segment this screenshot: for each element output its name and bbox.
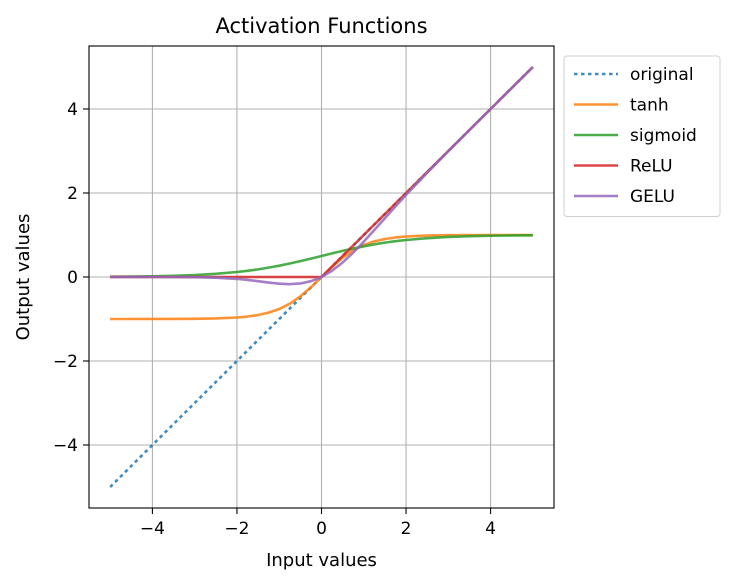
x-tick-label: −2 [224,519,249,539]
series-line-sigmoid [110,233,533,279]
y-tick-label: −2 [53,352,78,372]
x-tick-label: −4 [140,519,165,539]
legend-items: original tanh sigmoid ReLU GELU [574,65,697,207]
axis-ticks: −4 −2 0 2 4 −4 −2 0 2 4 [53,100,496,539]
y-tick-label: 2 [67,184,78,204]
y-tick-label: 4 [67,100,78,120]
legend-label-gelu: GELU [630,187,675,207]
legend: original tanh sigmoid ReLU GELU [563,55,721,217]
x-tick-label: 0 [316,519,327,539]
grid [89,46,554,508]
legend-box [563,55,721,217]
y-tick-label: 0 [67,268,78,288]
legend-label-sigmoid: sigmoid [630,126,697,146]
series-line-gelu [110,66,534,286]
legend-label-tanh: tanh [630,96,669,116]
y-tick-label: −4 [53,436,78,456]
chart-title: Activation Functions [215,14,427,38]
x-axis-label: Input values [266,550,377,571]
y-axis-label: Output values [13,214,34,341]
x-tick-label: 4 [485,519,496,539]
legend-label-original: original [630,65,694,85]
series-lines [109,66,534,488]
x-tick-label: 2 [401,519,412,539]
legend-label-relu: ReLU [630,157,673,177]
